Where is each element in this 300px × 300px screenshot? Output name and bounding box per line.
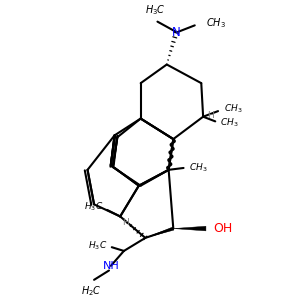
Polygon shape	[173, 226, 206, 231]
Text: $CH_3$: $CH_3$	[224, 102, 242, 115]
Text: $H_3C$: $H_3C$	[84, 201, 104, 213]
Polygon shape	[145, 227, 174, 238]
Text: $H_3C$: $H_3C$	[88, 239, 107, 252]
Text: $CH_3$: $CH_3$	[189, 162, 208, 174]
Text: H: H	[122, 218, 129, 227]
Text: $H_2C$: $H_2C$	[81, 284, 102, 298]
Text: $H_3C$: $H_3C$	[145, 3, 166, 17]
Text: $CH_3$: $CH_3$	[220, 117, 239, 130]
Text: H: H	[207, 111, 214, 120]
Text: NH: NH	[103, 261, 119, 271]
Text: OH: OH	[213, 222, 232, 235]
Text: $CH_3$: $CH_3$	[206, 16, 226, 30]
Text: N: N	[172, 26, 181, 39]
